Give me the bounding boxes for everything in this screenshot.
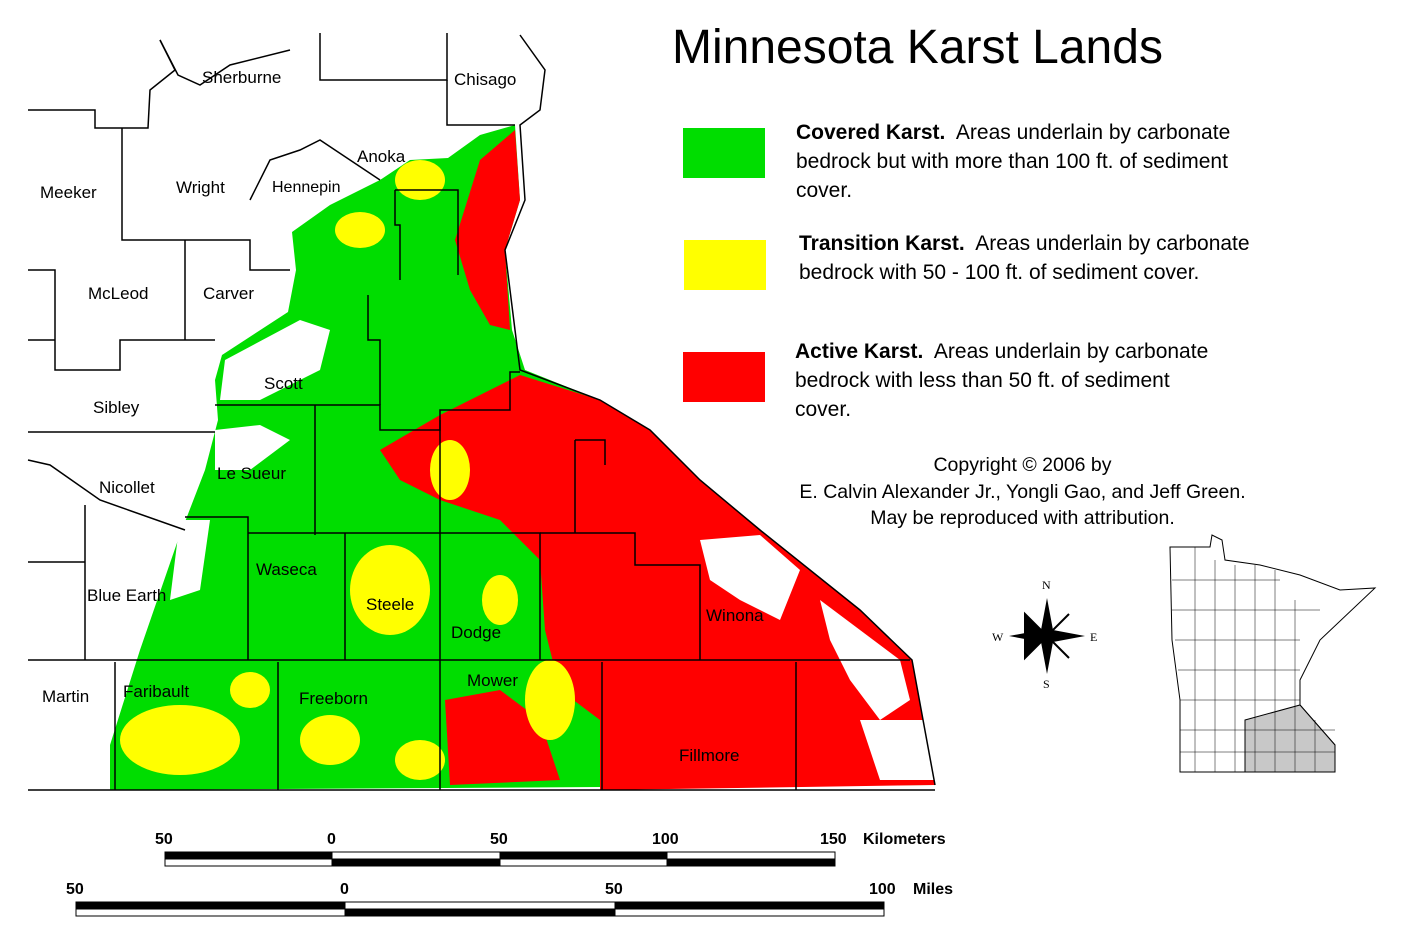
county-label: Waseca <box>256 560 317 579</box>
county-label: Meeker <box>40 183 97 202</box>
county-label: Nicollet <box>99 478 155 497</box>
county-label: Mower <box>467 671 519 690</box>
county-label: Le Sueur <box>217 464 286 483</box>
covered-karst-swatch <box>683 128 765 178</box>
county-label: Anoka <box>357 147 406 166</box>
active-karst-area-north <box>455 130 520 330</box>
county-label: Fillmore <box>679 746 740 765</box>
county-label: Carver <box>203 284 255 303</box>
compass-rose-icon <box>1009 598 1085 674</box>
county-label: Sherburne <box>202 68 282 87</box>
legend-active: Active Karst. Areas underlain by carbona… <box>795 340 1209 421</box>
county-label: Chisago <box>454 70 517 89</box>
compass-north: N <box>1042 578 1051 592</box>
county-boundaries <box>27 33 936 791</box>
scale-km-tick: 100 <box>652 831 679 848</box>
scale-bar-km <box>164 851 836 867</box>
scale-mi-unit: Miles <box>913 881 954 898</box>
scale-mi-tick: 0 <box>340 881 349 898</box>
legend-covered: Covered Karst. Areas underlain by carbon… <box>796 121 1231 202</box>
scale-km-tick: 50 <box>155 831 173 848</box>
map-title: Minnesota Karst Lands <box>672 21 1163 74</box>
scale-km-unit: Kilometers <box>863 831 946 848</box>
scale-mi-tick: 50 <box>605 881 623 898</box>
active-karst-swatch <box>683 352 765 402</box>
scale-mi-tick: 50 <box>66 881 84 898</box>
county-label: Blue Earth <box>87 586 167 605</box>
county-label: Sibley <box>93 398 140 417</box>
transition-karst-swatch <box>684 240 766 290</box>
compass-south: S <box>1043 677 1050 691</box>
county-label: Scott <box>264 374 303 393</box>
minnesota-inset-map <box>1169 534 1377 773</box>
county-label: Martin <box>42 687 90 706</box>
scale-km-tick: 150 <box>820 831 847 848</box>
transition-karst-patches <box>120 160 575 780</box>
compass-east: E <box>1090 630 1098 644</box>
legend-transition: Transition Karst. Areas underlain by car… <box>799 232 1250 284</box>
county-label: Faribault <box>123 682 190 701</box>
county-label: Dodge <box>451 623 502 642</box>
scale-bar-miles <box>75 901 885 917</box>
county-label: Steele <box>366 595 415 614</box>
county-label: Winona <box>706 606 764 625</box>
county-label: McLeod <box>88 284 149 303</box>
compass-west: W <box>992 630 1004 644</box>
county-label: Freeborn <box>299 689 368 708</box>
county-label: Wright <box>176 178 225 197</box>
scale-km-tick: 0 <box>327 831 336 848</box>
scale-mi-tick: 100 <box>869 881 896 898</box>
county-label: Hennepin <box>272 179 341 196</box>
copyright-notice: Copyright © 2006 by E. Calvin Alexander J… <box>799 454 1246 529</box>
scale-km-tick: 50 <box>490 831 508 848</box>
